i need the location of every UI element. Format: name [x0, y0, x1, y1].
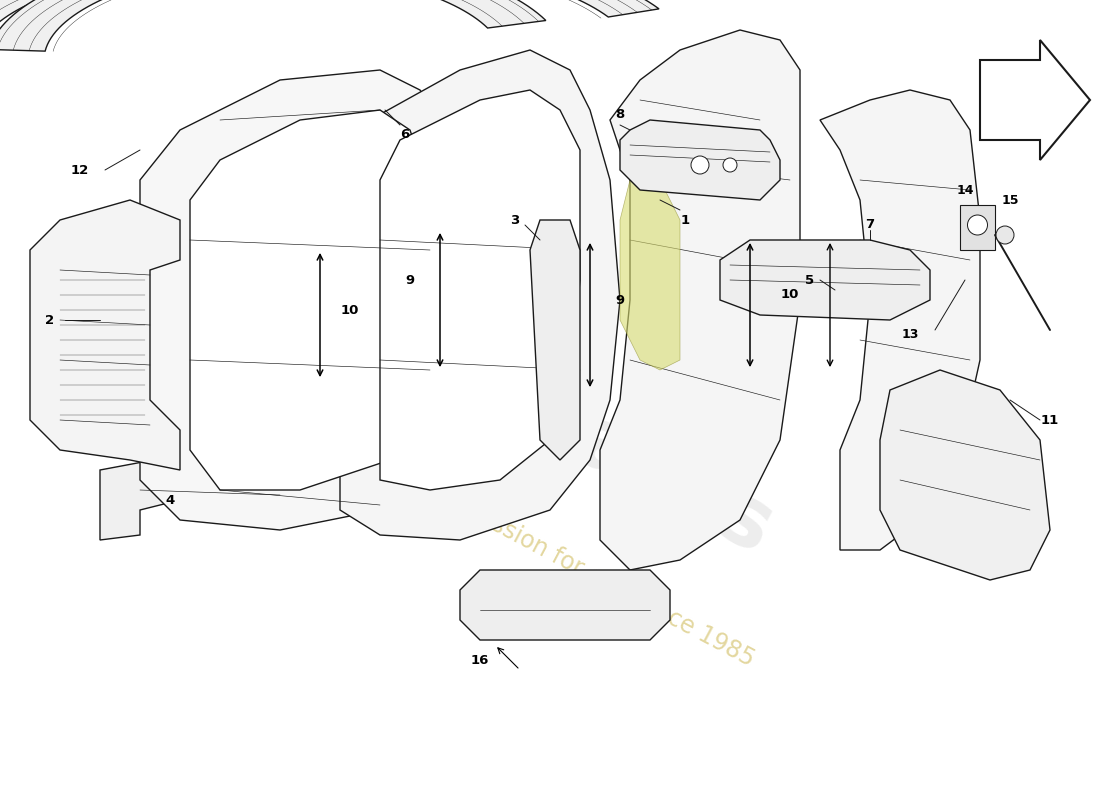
Polygon shape: [140, 70, 470, 530]
Polygon shape: [0, 0, 546, 52]
Text: 8: 8: [615, 109, 625, 122]
Polygon shape: [530, 220, 580, 460]
Text: 3: 3: [510, 214, 519, 226]
Text: 4: 4: [165, 494, 175, 506]
Polygon shape: [620, 120, 780, 200]
Text: 10: 10: [341, 303, 360, 317]
Polygon shape: [620, 180, 680, 370]
Circle shape: [691, 156, 710, 174]
Text: 10: 10: [781, 289, 800, 302]
Text: 5: 5: [805, 274, 815, 286]
Bar: [960, 205, 996, 250]
Text: 12: 12: [70, 163, 89, 177]
Text: 11: 11: [1041, 414, 1059, 426]
Circle shape: [968, 215, 988, 235]
Polygon shape: [980, 40, 1090, 160]
Text: a passion for cars since 1985: a passion for cars since 1985: [442, 488, 758, 672]
Polygon shape: [30, 200, 180, 470]
Text: 9: 9: [406, 274, 415, 286]
Circle shape: [996, 226, 1014, 244]
Text: euroPares: euroPares: [314, 268, 786, 572]
Polygon shape: [460, 570, 670, 640]
Text: 9: 9: [615, 294, 625, 306]
Polygon shape: [379, 90, 580, 490]
Polygon shape: [600, 30, 800, 570]
Polygon shape: [100, 440, 280, 540]
Polygon shape: [340, 50, 620, 540]
Text: 6: 6: [400, 129, 409, 142]
Polygon shape: [190, 110, 430, 490]
Text: 2: 2: [45, 314, 55, 326]
Polygon shape: [880, 370, 1050, 580]
Circle shape: [723, 158, 737, 172]
Text: 16: 16: [471, 654, 490, 666]
Polygon shape: [0, 0, 659, 51]
Polygon shape: [820, 90, 980, 550]
Text: 1: 1: [681, 214, 690, 226]
Polygon shape: [720, 240, 930, 320]
Text: 14: 14: [956, 183, 974, 197]
Text: 13: 13: [901, 329, 918, 342]
Text: 15: 15: [1001, 194, 1019, 206]
Text: 7: 7: [866, 218, 874, 231]
